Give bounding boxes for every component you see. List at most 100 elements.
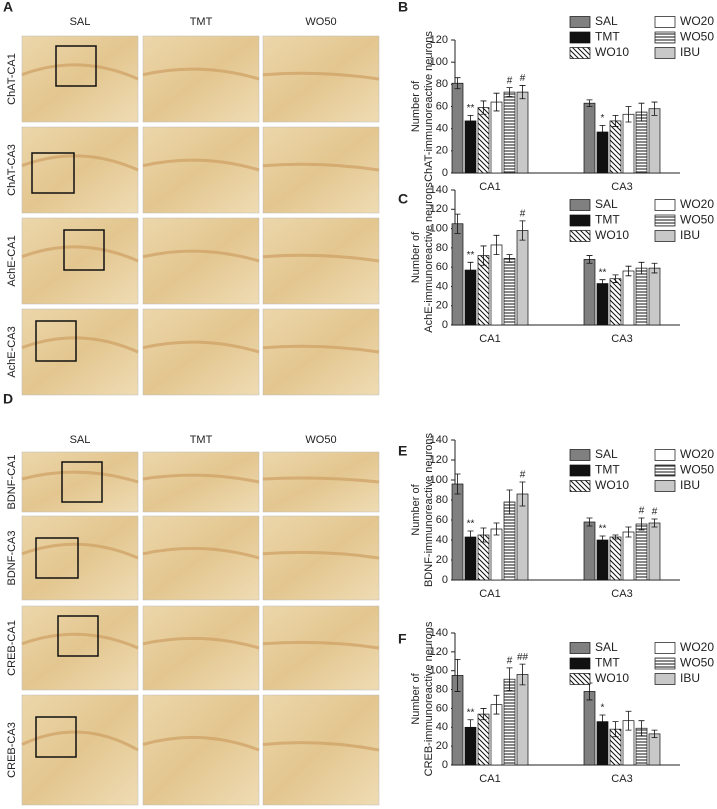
error-bar — [612, 721, 619, 738]
error-bar — [599, 279, 606, 288]
micrograph — [142, 515, 260, 601]
bar — [516, 493, 529, 581]
error-bar — [612, 534, 619, 540]
bar — [451, 82, 464, 174]
bar — [596, 283, 609, 326]
row-label: ChAT-CA3 — [6, 144, 18, 196]
y-axis-title: CREB-immunoreactive neurons — [423, 621, 435, 776]
y-tick-label: 140 — [430, 627, 448, 639]
legend-label: SAL — [595, 197, 618, 211]
tissue-layer — [142, 67, 260, 81]
error-bar — [480, 245, 487, 266]
y-axis-title: Number of — [410, 231, 422, 283]
tissue-layer — [21, 542, 139, 560]
bar — [609, 536, 622, 581]
bar — [451, 483, 464, 581]
y-tick-label: 0 — [442, 759, 448, 771]
y-axis-title: Number of — [410, 483, 422, 535]
significance-mark: ## — [517, 652, 529, 663]
legend-label: WO10 — [595, 478, 629, 492]
micrograph — [262, 694, 380, 806]
micrograph — [262, 515, 380, 601]
micrograph — [21, 35, 139, 123]
legend-label: WO10 — [595, 228, 629, 242]
error-bar — [651, 262, 658, 274]
bar — [648, 522, 661, 581]
bar — [503, 678, 516, 766]
significance-mark: * — [601, 703, 605, 714]
error-bar — [625, 265, 632, 277]
legend-swatch — [654, 480, 676, 492]
bar — [635, 523, 648, 581]
x-tick-label: CA3 — [611, 181, 632, 193]
panel-letter: C — [398, 191, 408, 207]
legend-label: IBU — [680, 45, 700, 59]
row-label: AchE-CA1 — [6, 235, 18, 286]
x-tick-label: CA3 — [611, 773, 632, 785]
legend-swatch — [654, 642, 676, 654]
error-bar — [586, 255, 593, 264]
column-label: TMT — [190, 16, 213, 28]
y-tick-label: 20 — [436, 554, 448, 566]
x-tick-label: CA1 — [479, 773, 500, 785]
bar — [503, 91, 516, 174]
x-tick-label: CA1 — [479, 333, 500, 345]
tissue-layer — [21, 730, 139, 752]
region-box — [63, 229, 105, 271]
tissue-layer — [21, 336, 139, 354]
micrograph — [21, 126, 139, 214]
error-bar — [454, 77, 461, 90]
y-tick-label: 60 — [436, 514, 448, 526]
tissue-layer — [262, 162, 380, 172]
micrograph — [262, 126, 380, 214]
y-tick-label: 80 — [436, 494, 448, 506]
column-label: WO50 — [305, 16, 336, 28]
micrograph — [142, 126, 260, 214]
legend-swatch — [654, 449, 676, 461]
legend-swatch — [654, 16, 676, 28]
significance-mark: ** — [467, 250, 475, 261]
tissue-layer — [21, 245, 139, 263]
legend-label: WO20 — [680, 197, 714, 211]
error-bar — [506, 489, 513, 515]
legend-swatch — [569, 230, 591, 242]
legend-swatch — [654, 230, 676, 242]
micrograph — [262, 308, 380, 396]
panel-letter: E — [398, 443, 407, 459]
significance-mark: # — [507, 75, 513, 86]
y-tick-label: 120 — [430, 454, 448, 466]
bar — [490, 244, 503, 326]
error-bar — [638, 102, 645, 122]
legend-label: WO10 — [595, 671, 629, 685]
region-box — [35, 320, 77, 362]
panel-letter: D — [3, 391, 13, 407]
legend-label: IBU — [680, 478, 700, 492]
significance-mark: * — [601, 113, 605, 124]
bar — [609, 120, 622, 174]
x-tick-label: CA3 — [611, 588, 632, 600]
significance-mark: # — [520, 73, 526, 84]
bar — [583, 102, 596, 174]
legend-swatch — [654, 214, 676, 227]
row-label: AchE-CA3 — [6, 326, 18, 377]
y-axis-title: AchE-immunoreactive neurons — [423, 182, 435, 333]
error-bar — [625, 526, 632, 538]
y-tick-label: 100 — [430, 474, 448, 486]
bar — [583, 691, 596, 766]
error-bar — [493, 522, 500, 536]
micrograph — [21, 605, 139, 691]
error-bar — [638, 517, 645, 531]
bar — [609, 278, 622, 326]
bar — [596, 539, 609, 581]
bar — [516, 91, 529, 174]
tissue-layer — [142, 473, 260, 484]
y-tick-label: 60 — [436, 100, 448, 112]
error-bar — [493, 694, 500, 715]
significance-mark: # — [507, 656, 513, 667]
panel-letter: B — [398, 0, 408, 15]
tissue-layer — [142, 340, 260, 354]
bar — [464, 120, 477, 174]
legend-swatch — [569, 31, 591, 44]
bar — [477, 107, 490, 174]
y-tick-label: 40 — [436, 534, 448, 546]
